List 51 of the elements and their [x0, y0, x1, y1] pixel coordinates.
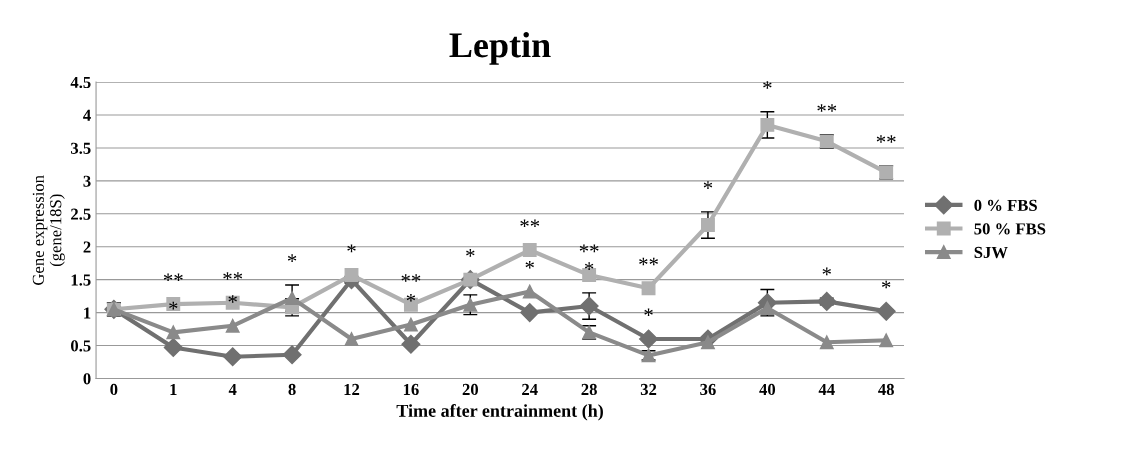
annotation: *	[763, 81, 772, 89]
annotation: *	[406, 293, 416, 302]
annotation: *	[169, 301, 178, 310]
y-tick-label: 2	[83, 241, 91, 253]
legend-label: 0 % FBS	[974, 199, 1037, 212]
y-tick-label: 1	[84, 307, 91, 319]
annotation: *	[228, 295, 237, 303]
chart-title: Leptin	[449, 32, 551, 65]
y-tick-label: 4	[83, 109, 91, 121]
annotation: *	[822, 267, 831, 276]
x-tick-label: 48	[878, 383, 894, 396]
annotation: **	[520, 219, 540, 228]
x-tick-label: 4	[228, 383, 237, 395]
legend-label: SJW	[974, 246, 1008, 259]
x-tick-label: 20	[462, 383, 479, 396]
annotation: **	[163, 273, 183, 282]
annotation: **	[223, 272, 243, 280]
x-tick-label: 24	[522, 383, 538, 395]
legend-label: 50 % FBS	[974, 223, 1046, 235]
annotation: **	[579, 244, 599, 253]
annotation: *	[644, 308, 653, 317]
annotation: *	[287, 254, 297, 263]
annotation: *	[584, 262, 594, 270]
y-tick-label: 3.5	[70, 142, 91, 154]
y-tick-label: 0.5	[70, 340, 91, 352]
annotation: *	[347, 244, 356, 253]
x-tick-label: 28	[581, 383, 597, 396]
y-tick-label: 0	[83, 373, 91, 385]
x-tick-label: 36	[700, 383, 716, 396]
x-tick-label: 16	[403, 383, 419, 396]
y-tick-label: 2.5	[71, 208, 91, 220]
x-tick-label: 44	[818, 383, 835, 395]
annotation: *	[466, 249, 475, 257]
annotation: **	[639, 257, 658, 266]
x-axis-title: Time after entrainment (h)	[396, 404, 603, 421]
x-tick-label: 32	[640, 383, 657, 396]
x-tick-label: 0	[110, 383, 118, 396]
y-tick-label: 3	[83, 175, 91, 187]
annotation: *	[525, 260, 534, 269]
x-tick-label: 40	[759, 383, 776, 396]
annotation: **	[817, 104, 837, 112]
x-tick-label: 8	[288, 383, 296, 396]
y-axis-title: Gene expression (gene/18S)	[32, 175, 65, 285]
y-tick-label: 4.5	[70, 76, 91, 89]
y-tick-label: 1.5	[71, 274, 91, 286]
annotation: **	[876, 135, 896, 143]
x-tick-label: 1	[170, 383, 177, 395]
x-tick-label: 12	[344, 383, 360, 395]
annotation: *	[703, 181, 713, 189]
annotation: *	[881, 280, 891, 289]
annotation: **	[401, 274, 421, 282]
